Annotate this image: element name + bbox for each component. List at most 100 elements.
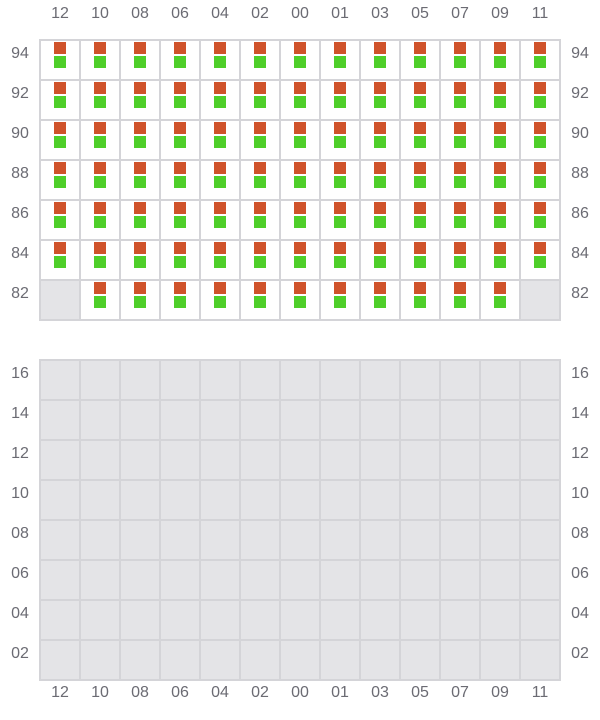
- slot-empty[interactable]: [521, 521, 559, 559]
- slot-empty[interactable]: [321, 521, 359, 559]
- slot-empty[interactable]: [41, 281, 79, 319]
- slot-empty[interactable]: [241, 561, 279, 599]
- slot-empty[interactable]: [401, 641, 439, 679]
- slot-empty[interactable]: [161, 441, 199, 479]
- slot-occupied[interactable]: [361, 161, 399, 199]
- slot-empty[interactable]: [481, 601, 519, 639]
- slot-occupied[interactable]: [41, 161, 79, 199]
- slot-empty[interactable]: [401, 521, 439, 559]
- slot-empty[interactable]: [241, 401, 279, 439]
- slot-empty[interactable]: [441, 401, 479, 439]
- slot-empty[interactable]: [401, 561, 439, 599]
- slot-occupied[interactable]: [281, 281, 319, 319]
- slot-empty[interactable]: [281, 601, 319, 639]
- slot-occupied[interactable]: [401, 281, 439, 319]
- slot-empty[interactable]: [161, 521, 199, 559]
- slot-occupied[interactable]: [41, 41, 79, 79]
- slot-empty[interactable]: [41, 441, 79, 479]
- slot-empty[interactable]: [321, 441, 359, 479]
- slot-empty[interactable]: [521, 281, 559, 319]
- slot-occupied[interactable]: [361, 201, 399, 239]
- slot-empty[interactable]: [321, 641, 359, 679]
- slot-occupied[interactable]: [241, 241, 279, 279]
- slot-occupied[interactable]: [161, 241, 199, 279]
- slot-empty[interactable]: [121, 401, 159, 439]
- slot-empty[interactable]: [201, 481, 239, 519]
- slot-empty[interactable]: [281, 441, 319, 479]
- slot-occupied[interactable]: [441, 241, 479, 279]
- slot-occupied[interactable]: [121, 281, 159, 319]
- slot-empty[interactable]: [361, 401, 399, 439]
- slot-occupied[interactable]: [321, 81, 359, 119]
- slot-empty[interactable]: [441, 361, 479, 399]
- slot-occupied[interactable]: [121, 41, 159, 79]
- slot-occupied[interactable]: [281, 81, 319, 119]
- slot-occupied[interactable]: [121, 201, 159, 239]
- slot-empty[interactable]: [521, 641, 559, 679]
- slot-empty[interactable]: [161, 481, 199, 519]
- slot-empty[interactable]: [121, 601, 159, 639]
- slot-occupied[interactable]: [321, 121, 359, 159]
- slot-empty[interactable]: [241, 441, 279, 479]
- slot-empty[interactable]: [281, 481, 319, 519]
- slot-occupied[interactable]: [481, 201, 519, 239]
- slot-empty[interactable]: [41, 601, 79, 639]
- slot-empty[interactable]: [441, 521, 479, 559]
- slot-empty[interactable]: [81, 601, 119, 639]
- slot-empty[interactable]: [81, 401, 119, 439]
- slot-empty[interactable]: [121, 561, 159, 599]
- slot-empty[interactable]: [321, 481, 359, 519]
- slot-occupied[interactable]: [401, 41, 439, 79]
- slot-empty[interactable]: [361, 481, 399, 519]
- slot-empty[interactable]: [161, 361, 199, 399]
- slot-empty[interactable]: [81, 361, 119, 399]
- slot-occupied[interactable]: [481, 41, 519, 79]
- slot-occupied[interactable]: [81, 41, 119, 79]
- slot-empty[interactable]: [481, 561, 519, 599]
- slot-occupied[interactable]: [81, 81, 119, 119]
- slot-occupied[interactable]: [481, 281, 519, 319]
- slot-empty[interactable]: [281, 561, 319, 599]
- slot-occupied[interactable]: [441, 121, 479, 159]
- slot-occupied[interactable]: [321, 201, 359, 239]
- slot-occupied[interactable]: [241, 121, 279, 159]
- slot-occupied[interactable]: [441, 41, 479, 79]
- slot-empty[interactable]: [401, 441, 439, 479]
- slot-empty[interactable]: [121, 361, 159, 399]
- slot-occupied[interactable]: [361, 241, 399, 279]
- slot-empty[interactable]: [281, 361, 319, 399]
- slot-occupied[interactable]: [161, 121, 199, 159]
- slot-empty[interactable]: [521, 561, 559, 599]
- slot-empty[interactable]: [521, 401, 559, 439]
- slot-occupied[interactable]: [41, 121, 79, 159]
- slot-empty[interactable]: [441, 641, 479, 679]
- slot-empty[interactable]: [481, 641, 519, 679]
- slot-empty[interactable]: [361, 601, 399, 639]
- slot-occupied[interactable]: [121, 241, 159, 279]
- slot-occupied[interactable]: [321, 41, 359, 79]
- slot-empty[interactable]: [321, 361, 359, 399]
- slot-occupied[interactable]: [41, 241, 79, 279]
- slot-occupied[interactable]: [81, 121, 119, 159]
- slot-empty[interactable]: [401, 361, 439, 399]
- slot-occupied[interactable]: [361, 41, 399, 79]
- slot-empty[interactable]: [241, 481, 279, 519]
- slot-empty[interactable]: [241, 641, 279, 679]
- slot-occupied[interactable]: [201, 81, 239, 119]
- slot-empty[interactable]: [481, 401, 519, 439]
- slot-empty[interactable]: [201, 561, 239, 599]
- slot-occupied[interactable]: [441, 161, 479, 199]
- slot-empty[interactable]: [241, 361, 279, 399]
- slot-occupied[interactable]: [161, 201, 199, 239]
- slot-empty[interactable]: [81, 521, 119, 559]
- slot-empty[interactable]: [161, 401, 199, 439]
- slot-empty[interactable]: [521, 441, 559, 479]
- slot-occupied[interactable]: [401, 81, 439, 119]
- slot-occupied[interactable]: [321, 161, 359, 199]
- slot-occupied[interactable]: [241, 161, 279, 199]
- slot-occupied[interactable]: [41, 201, 79, 239]
- slot-empty[interactable]: [161, 561, 199, 599]
- slot-empty[interactable]: [481, 521, 519, 559]
- slot-occupied[interactable]: [521, 41, 559, 79]
- slot-occupied[interactable]: [441, 281, 479, 319]
